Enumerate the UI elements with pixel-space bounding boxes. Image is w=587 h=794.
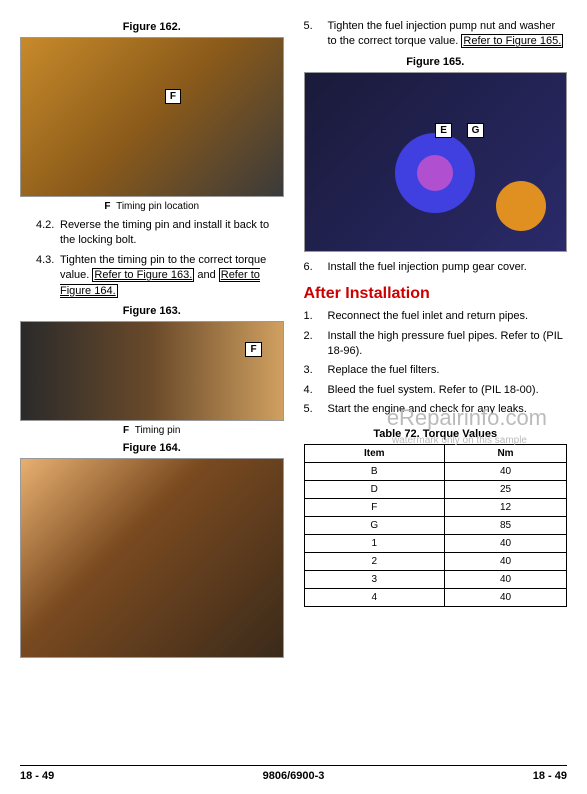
gear-magenta-shape xyxy=(417,155,453,191)
figure-165-label-e: E xyxy=(435,123,452,138)
footer-mid: 9806/6900-3 xyxy=(263,770,325,782)
table-cell: 4 xyxy=(304,588,445,606)
table-header-cell: Nm xyxy=(445,444,567,462)
gear-orange-shape xyxy=(496,181,546,231)
table-row: 240 xyxy=(304,552,567,570)
right-column: 5. Tighten the fuel injection pump nut a… xyxy=(304,15,568,662)
figure-164-image xyxy=(20,458,284,658)
caption-text: Timing pin xyxy=(135,425,181,436)
torque-values-table: ItemNm B40D25F12G85140240340440 xyxy=(304,444,568,607)
after-installation-heading: After Installation xyxy=(304,285,568,303)
text-mid: and xyxy=(197,269,218,281)
caption-text: Timing pin location xyxy=(116,201,199,212)
caption-letter: F xyxy=(123,425,129,436)
table-cell: B xyxy=(304,462,445,480)
caption-letter: F xyxy=(104,201,110,212)
table-cell: 85 xyxy=(445,516,567,534)
step-text: Tighten the timing pin to the correct to… xyxy=(60,253,284,299)
footer-left: 18 - 49 xyxy=(20,770,54,782)
step-4-2: 4.2. Reverse the timing pin and install … xyxy=(36,218,284,249)
table-row: 440 xyxy=(304,588,567,606)
table-row: 140 xyxy=(304,534,567,552)
page-columns: Figure 162. F F Timing pin location 4.2.… xyxy=(20,15,567,662)
step-num: 3. xyxy=(304,363,328,378)
step-num: 4. xyxy=(304,383,328,398)
figure-165-title: Figure 165. xyxy=(304,56,568,68)
step-num: 6. xyxy=(304,260,328,275)
table-cell: D xyxy=(304,480,445,498)
step-text: Replace the fuel filters. xyxy=(328,363,568,378)
step-text: Install the fuel injection pump gear cov… xyxy=(328,260,568,275)
step-text: Start the engine and check for any leaks… xyxy=(328,402,568,417)
table-row: F12 xyxy=(304,498,567,516)
after-step: 3.Replace the fuel filters. xyxy=(304,363,568,378)
step-6: 6. Install the fuel injection pump gear … xyxy=(304,260,568,275)
figure-163-title: Figure 163. xyxy=(20,305,284,317)
ref-fig-165-link[interactable]: Refer to Figure 165. xyxy=(461,34,563,48)
figure-163-label-f: F xyxy=(245,342,261,357)
figure-162-caption: F Timing pin location xyxy=(20,201,284,212)
left-column: Figure 162. F F Timing pin location 4.2.… xyxy=(20,15,284,662)
step-num: 5. xyxy=(304,19,328,50)
figure-162-image: F xyxy=(20,37,284,197)
figure-162-title: Figure 162. xyxy=(20,21,284,33)
step-num: 5. xyxy=(304,402,328,417)
figure-163-caption: F Timing pin xyxy=(20,425,284,436)
table-row: G85 xyxy=(304,516,567,534)
step-text: Install the high pressure fuel pipes. Re… xyxy=(328,329,568,360)
ref-fig-163-link[interactable]: Refer to Figure 163. xyxy=(92,268,194,282)
table-cell: F xyxy=(304,498,445,516)
figure-165-image: E G xyxy=(304,72,568,252)
table-row: 340 xyxy=(304,570,567,588)
table-cell: 25 xyxy=(445,480,567,498)
table-cell: 1 xyxy=(304,534,445,552)
figure-165-label-g: G xyxy=(467,123,485,138)
after-step: 4.Bleed the fuel system. Refer to (PIL 1… xyxy=(304,383,568,398)
step-num: 1. xyxy=(304,309,328,324)
step-text: Tighten the fuel injection pump nut and … xyxy=(328,19,568,50)
table-cell: 12 xyxy=(445,498,567,516)
table-72-title: Table 72. Torque Values xyxy=(304,428,568,440)
table-cell: 2 xyxy=(304,552,445,570)
table-cell: 3 xyxy=(304,570,445,588)
table-cell: 40 xyxy=(445,588,567,606)
step-num: 4.2. xyxy=(36,218,60,249)
step-text: Reconnect the fuel inlet and return pipe… xyxy=(328,309,568,324)
table-row: B40 xyxy=(304,462,567,480)
table-cell: 40 xyxy=(445,552,567,570)
step-text: Reverse the timing pin and install it ba… xyxy=(60,218,284,249)
figure-164-title: Figure 164. xyxy=(20,442,284,454)
table-cell: 40 xyxy=(445,462,567,480)
after-installation-steps: 1.Reconnect the fuel inlet and return pi… xyxy=(304,309,568,417)
step-4-3: 4.3. Tighten the timing pin to the corre… xyxy=(36,253,284,299)
step-num: 4.3. xyxy=(36,253,60,299)
page-footer: 18 - 49 9806/6900-3 18 - 49 xyxy=(20,765,567,782)
after-step: 5.Start the engine and check for any lea… xyxy=(304,402,568,417)
footer-right: 18 - 49 xyxy=(533,770,567,782)
table-cell: 40 xyxy=(445,534,567,552)
table-cell: G xyxy=(304,516,445,534)
table-row: D25 xyxy=(304,480,567,498)
figure-162-label-f: F xyxy=(165,89,181,104)
step-num: 2. xyxy=(304,329,328,360)
figure-163-image: F xyxy=(20,321,284,421)
table-header-cell: Item xyxy=(304,444,445,462)
table-body: B40D25F12G85140240340440 xyxy=(304,462,567,606)
step-5: 5. Tighten the fuel injection pump nut a… xyxy=(304,19,568,50)
after-step: 2.Install the high pressure fuel pipes. … xyxy=(304,329,568,360)
table-header-row: ItemNm xyxy=(304,444,567,462)
step-text: Bleed the fuel system. Refer to (PIL 18-… xyxy=(328,383,568,398)
after-step: 1.Reconnect the fuel inlet and return pi… xyxy=(304,309,568,324)
table-cell: 40 xyxy=(445,570,567,588)
